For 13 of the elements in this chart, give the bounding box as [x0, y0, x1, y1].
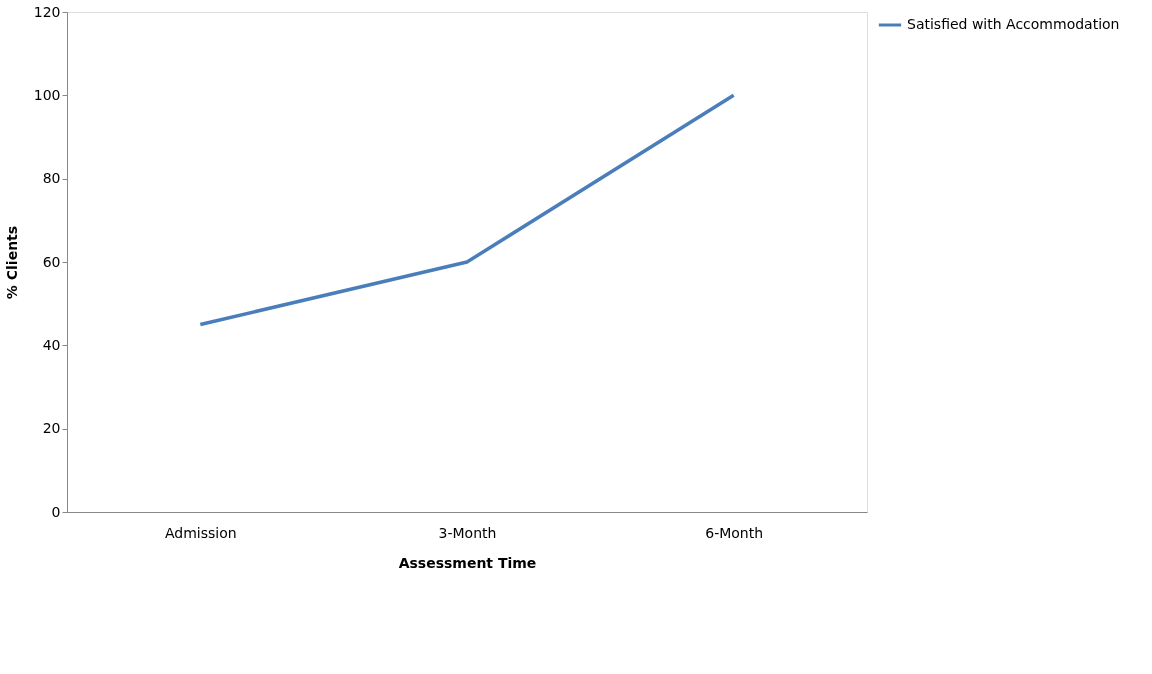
- y-tick-label: 60: [42, 253, 61, 270]
- x-tick-label: 6-Month: [705, 524, 764, 541]
- x-axis-title: Assessment Time: [398, 554, 537, 571]
- y-tick-label: 100: [33, 86, 61, 103]
- y-tick-label: 20: [42, 420, 61, 437]
- y-tick-label: 120: [33, 3, 61, 20]
- legend-label: Satisfied with Accommodation: [907, 16, 1120, 32]
- y-tick-label: 0: [51, 503, 61, 520]
- x-tick-label: 3-Month: [438, 524, 497, 541]
- y-axis-title: % Clients: [3, 225, 20, 300]
- x-tick-label: Admission: [165, 524, 237, 541]
- y-tick-label: 80: [42, 170, 61, 187]
- y-tick-label: 40: [42, 336, 61, 353]
